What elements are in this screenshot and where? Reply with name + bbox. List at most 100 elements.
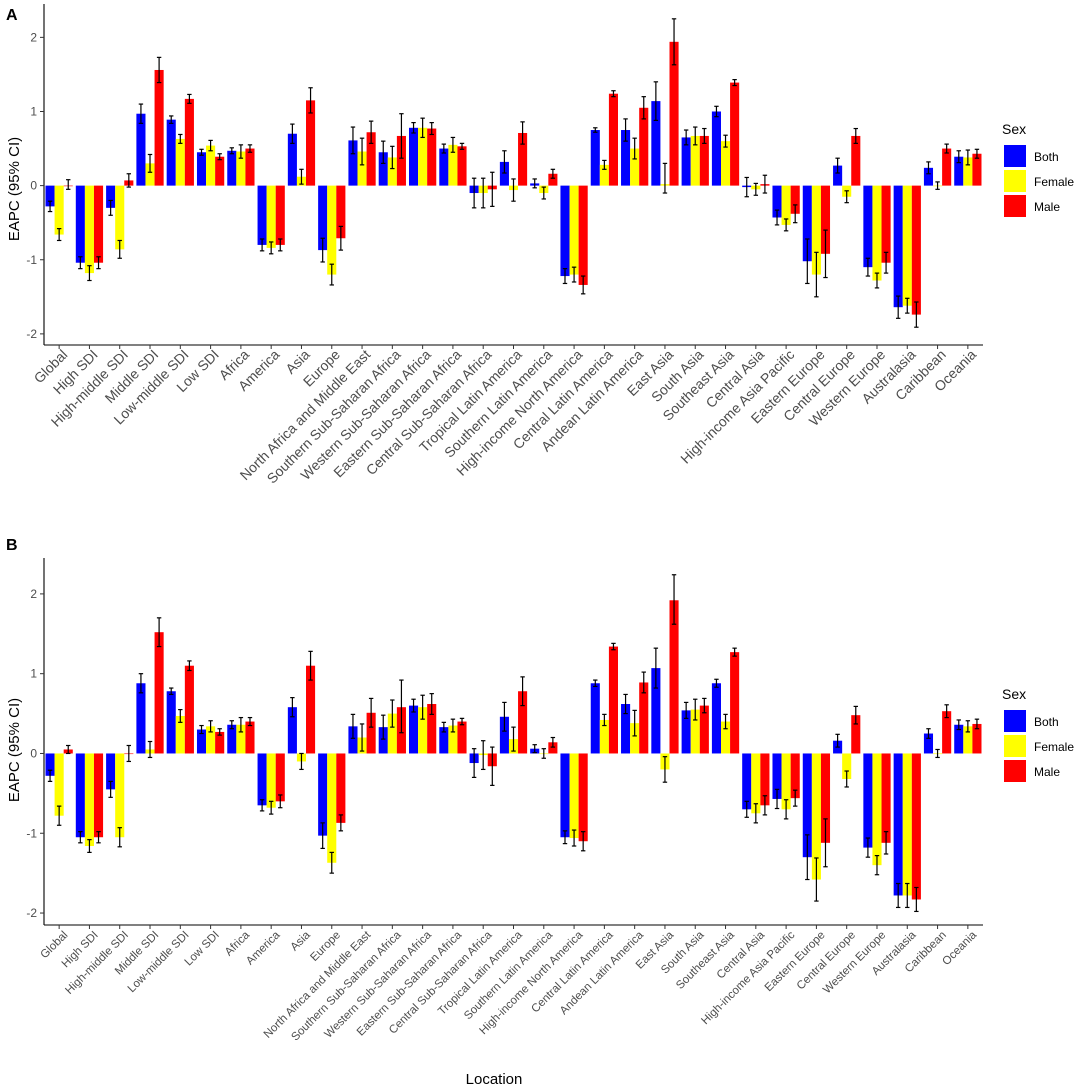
bar-male	[608, 93, 618, 186]
error-bar-both	[714, 105, 719, 118]
bar-male	[93, 185, 104, 263]
bar-both	[348, 140, 358, 186]
bar-male	[699, 135, 709, 186]
bar-both	[590, 683, 600, 754]
bar-male	[245, 148, 255, 186]
error-bar-female	[329, 851, 334, 874]
bar-male	[427, 704, 437, 754]
error-bar-female	[178, 708, 183, 723]
bar-male	[306, 100, 316, 186]
bar-female	[569, 185, 579, 275]
bar-both	[378, 152, 388, 186]
bar-male	[548, 173, 558, 186]
bar-female	[690, 135, 700, 186]
bar-both	[45, 753, 55, 776]
error-bar-both	[805, 834, 810, 881]
bar-both	[681, 137, 691, 186]
bar-female	[175, 138, 185, 186]
bar-female	[751, 753, 761, 814]
error-bar-female	[874, 272, 880, 289]
bar-female	[84, 185, 94, 274]
bar-male	[669, 600, 679, 754]
error-bar-female	[783, 218, 789, 232]
error-bar-both	[320, 237, 325, 263]
error-bar-both	[653, 647, 659, 689]
bar-female	[115, 753, 125, 838]
error-bar-male	[459, 717, 465, 726]
error-bar-both	[653, 81, 659, 121]
error-bar-female	[965, 720, 971, 733]
error-bar-female	[178, 133, 183, 144]
bar-both	[318, 753, 328, 836]
error-bar-female	[662, 162, 668, 194]
error-bar-both	[47, 769, 53, 782]
bar-male	[275, 185, 285, 245]
error-bar-female	[632, 137, 637, 160]
bar-male	[184, 665, 194, 754]
y-tick-label: 2	[30, 30, 37, 44]
error-bar-female	[935, 748, 940, 759]
error-bar-both	[895, 882, 901, 909]
bar-female	[266, 753, 276, 808]
error-bar-male	[399, 679, 404, 734]
bar-both	[318, 185, 328, 251]
error-bar-female	[87, 839, 92, 853]
bar-male	[851, 715, 861, 754]
error-bar-male	[490, 746, 495, 786]
error-bar-male	[580, 831, 586, 852]
error-bar-both	[259, 799, 265, 812]
error-bar-male	[459, 142, 465, 150]
bar-male	[972, 153, 982, 186]
error-bar-female	[329, 263, 334, 286]
bar-female	[781, 185, 791, 225]
bar-male	[215, 731, 225, 754]
error-bar-both	[108, 199, 113, 216]
error-bar-male	[883, 251, 889, 274]
bar-female	[811, 185, 821, 275]
error-bar-female	[844, 190, 849, 204]
legend-label-male: Male	[1034, 765, 1060, 779]
error-bar-female	[208, 139, 213, 152]
bar-both	[287, 133, 297, 186]
error-bar-male	[308, 87, 313, 114]
error-bar-both	[895, 295, 901, 319]
bar-both	[621, 704, 631, 754]
error-bar-male	[641, 671, 646, 694]
bar-male	[457, 721, 467, 754]
y-tick-label: -1	[26, 253, 37, 267]
y-tick-label: 1	[30, 104, 37, 118]
error-bar-female	[723, 134, 728, 148]
bar-both	[439, 148, 449, 186]
error-bar-both	[926, 161, 931, 175]
bar-female	[418, 127, 428, 186]
error-bar-both	[320, 822, 325, 850]
error-bar-both	[562, 268, 568, 285]
bar-female	[842, 753, 852, 779]
bar-both	[287, 707, 297, 754]
error-bar-both	[411, 122, 416, 134]
bar-male	[518, 691, 528, 754]
error-bar-male	[762, 795, 768, 816]
y-tick-label: 0	[30, 746, 37, 760]
bar-both	[75, 753, 85, 838]
bar-male	[881, 753, 891, 843]
bar-male	[669, 41, 679, 186]
y-tick-label: 1	[30, 667, 37, 681]
error-bar-female	[56, 805, 62, 826]
legend-swatch-female	[1004, 735, 1026, 757]
error-bar-male	[914, 301, 919, 328]
error-bar-both	[350, 713, 356, 739]
bar-female	[327, 185, 337, 275]
error-bar-both	[714, 678, 719, 688]
error-bar-male	[490, 171, 495, 207]
bar-both	[863, 185, 873, 268]
error-bar-both	[471, 748, 477, 779]
error-bar-female	[117, 239, 122, 259]
bar-male	[336, 753, 346, 823]
error-bar-male	[702, 697, 707, 714]
bar-male	[911, 753, 921, 900]
error-bar-both	[744, 800, 749, 818]
bar-male	[730, 652, 740, 754]
legend-swatch-male	[1004, 195, 1026, 217]
bar-both	[954, 156, 964, 186]
